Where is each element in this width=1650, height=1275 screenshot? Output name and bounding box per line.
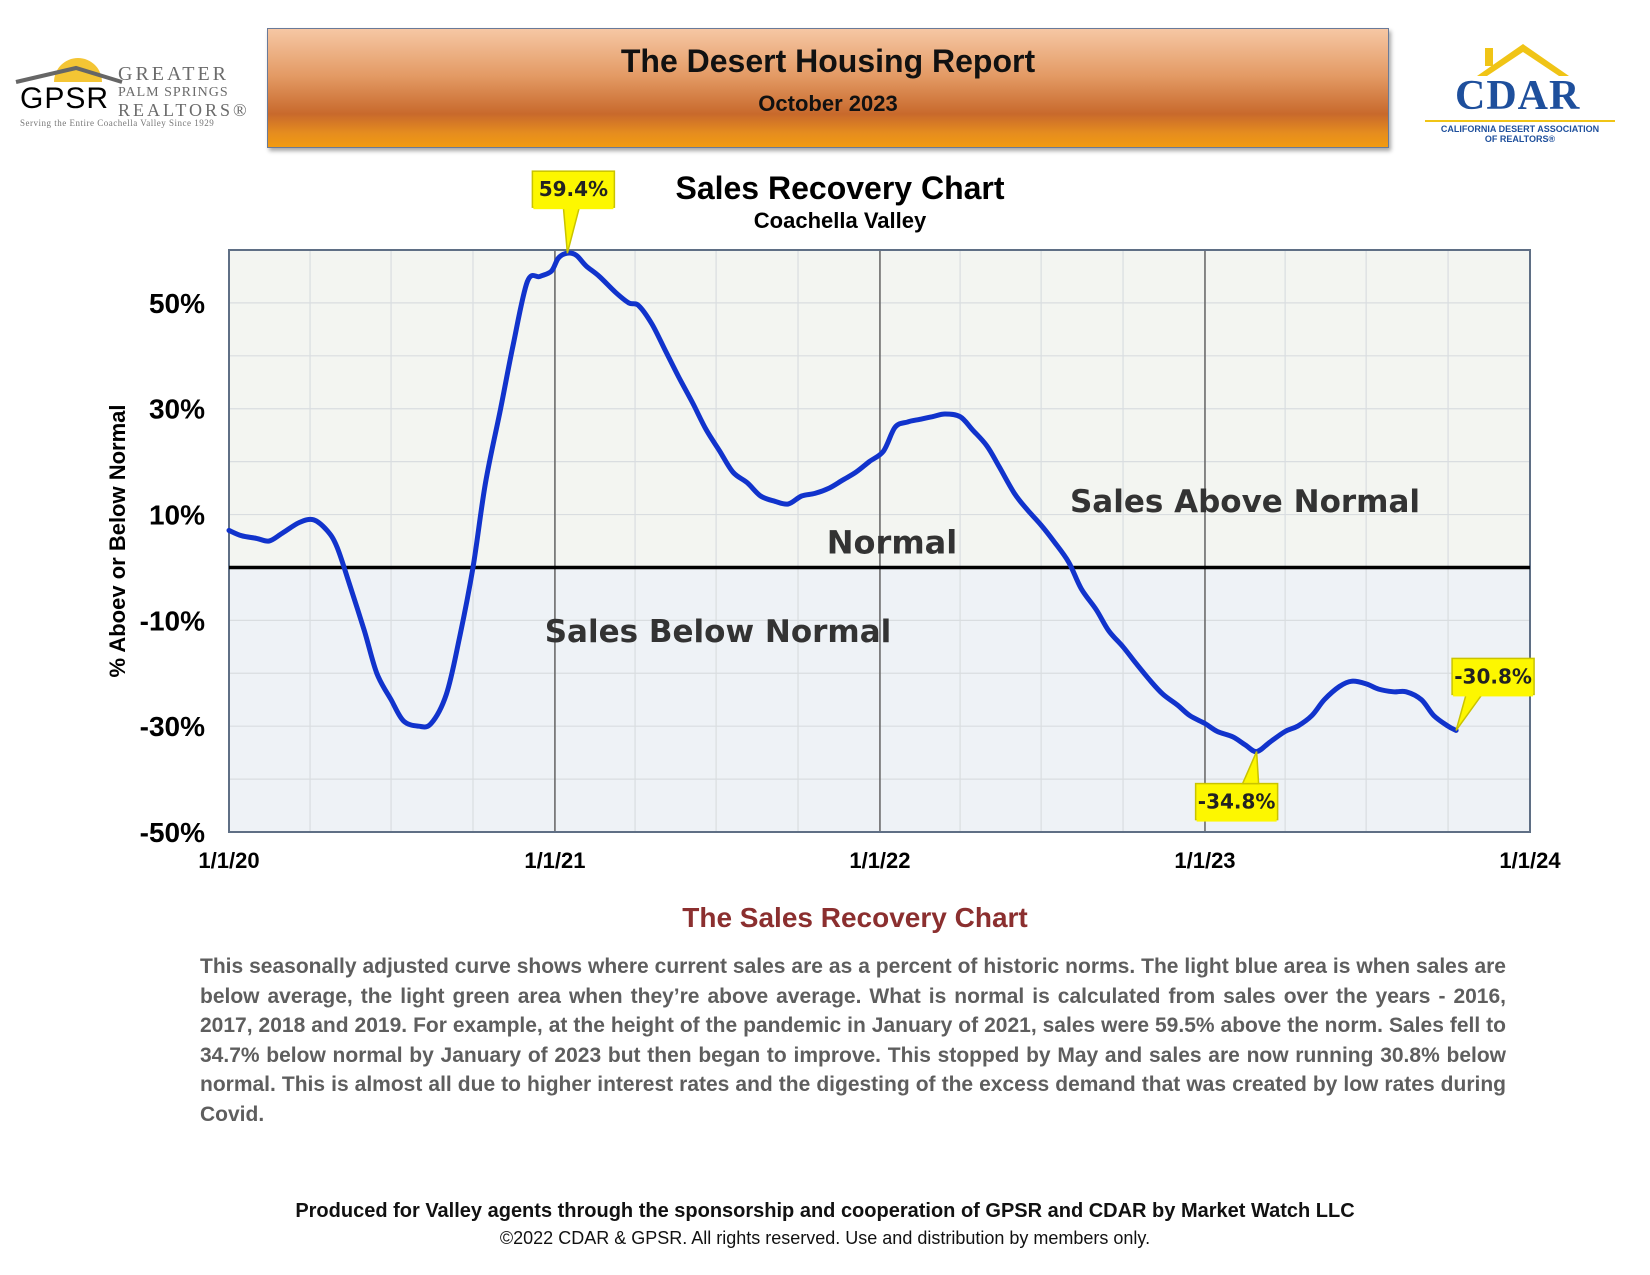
gpsr-logo: GPSR GREATER PALM SPRINGS REALTORS® Serv… bbox=[14, 52, 247, 132]
gpsr-tagline: Serving the Entire Coachella Valley Sinc… bbox=[20, 118, 215, 128]
chart-title: Sales Recovery Chart bbox=[675, 170, 1005, 206]
callout: 59.4% bbox=[531, 170, 616, 254]
section-title: The Sales Recovery Chart bbox=[682, 902, 1028, 933]
gpsr-letters: GPSR bbox=[20, 82, 110, 115]
above-normal-label: Sales Above Normal bbox=[1070, 484, 1420, 520]
gpsr-line2: PALM SPRINGS bbox=[118, 85, 229, 100]
y-tick-label: 30% bbox=[149, 394, 205, 425]
y-tick-label: -10% bbox=[140, 605, 205, 636]
callout-pointer bbox=[1241, 751, 1260, 785]
cdar-sub-line2: OF REALTORS® bbox=[1484, 134, 1556, 144]
x-tick-label: 1/1/20 bbox=[198, 848, 259, 873]
cdar-subtitle: CALIFORNIA DESERT ASSOCIATION OF REALTOR… bbox=[1425, 124, 1615, 144]
callout-seam bbox=[1196, 816, 1277, 822]
gpsr-sun-roof-icon bbox=[15, 58, 123, 84]
chart-subtitle: Coachella Valley bbox=[753, 208, 927, 233]
x-tick-label: 1/1/24 bbox=[1499, 848, 1561, 873]
description-paragraph: This seasonally adjusted curve shows whe… bbox=[200, 955, 1506, 1126]
sales-recovery-line bbox=[226, 250, 1459, 755]
x-tick-label: 1/1/21 bbox=[524, 848, 585, 873]
callout-seam bbox=[1453, 691, 1534, 697]
report-title: The Desert Housing Report bbox=[620, 43, 1036, 79]
below-normal-label: Sales Below Normal bbox=[545, 614, 892, 650]
callout-pointer bbox=[562, 206, 581, 254]
callout-box bbox=[1451, 657, 1535, 696]
y-tick-label: -30% bbox=[140, 711, 205, 742]
plot-frame bbox=[228, 249, 1531, 833]
cdar-roof-icon bbox=[1477, 44, 1569, 76]
callout-label: -34.8% bbox=[1198, 790, 1276, 814]
callout-label: -30.8% bbox=[1454, 664, 1532, 688]
footer-copyright: ©2022 CDAR & GPSR. All rights reserved. … bbox=[499, 1228, 1151, 1248]
x-tick-label: 1/1/23 bbox=[1174, 848, 1235, 873]
callout: -30.8% bbox=[1451, 657, 1535, 731]
y-tick-label: -50% bbox=[140, 817, 205, 848]
cdar-sub-line1: CALIFORNIA DESERT ASSOCIATION bbox=[1440, 124, 1600, 134]
y-tick-label: 50% bbox=[149, 288, 205, 319]
report-banner: The Desert Housing Report October 2023 bbox=[267, 28, 1389, 148]
x-tick-label: 1/1/22 bbox=[849, 848, 910, 873]
gpsr-line1: GREATER bbox=[118, 63, 229, 85]
sales-recovery-chart: 50% 30% 10% -10% -30% -50%1/1/20 1/1/21 1/1/22 1… bbox=[105, 170, 1561, 873]
cdar-divider bbox=[1425, 120, 1615, 122]
cdar-name: CDAR bbox=[1455, 73, 1581, 119]
gpsr-words: GREATER PALM SPRINGS REALTORS® bbox=[118, 64, 250, 119]
normal-label: Normal bbox=[827, 523, 957, 561]
callout-seam bbox=[533, 204, 614, 210]
y-tick-label: 10% bbox=[149, 500, 205, 531]
y-axis-label: % Aboev or Below Normal bbox=[105, 404, 130, 677]
cdar-logo: CDAR CALIFORNIA DESERT ASSOCIATION OF RE… bbox=[1425, 40, 1615, 150]
callout-label: 59.4% bbox=[539, 177, 608, 201]
gpsr-line3: REALTORS® bbox=[118, 100, 250, 120]
report-date: October 2023 bbox=[758, 91, 898, 116]
callout: -34.8% bbox=[1194, 751, 1279, 822]
footer-credit: Produced for Valley agents through the s… bbox=[295, 1200, 1355, 1222]
